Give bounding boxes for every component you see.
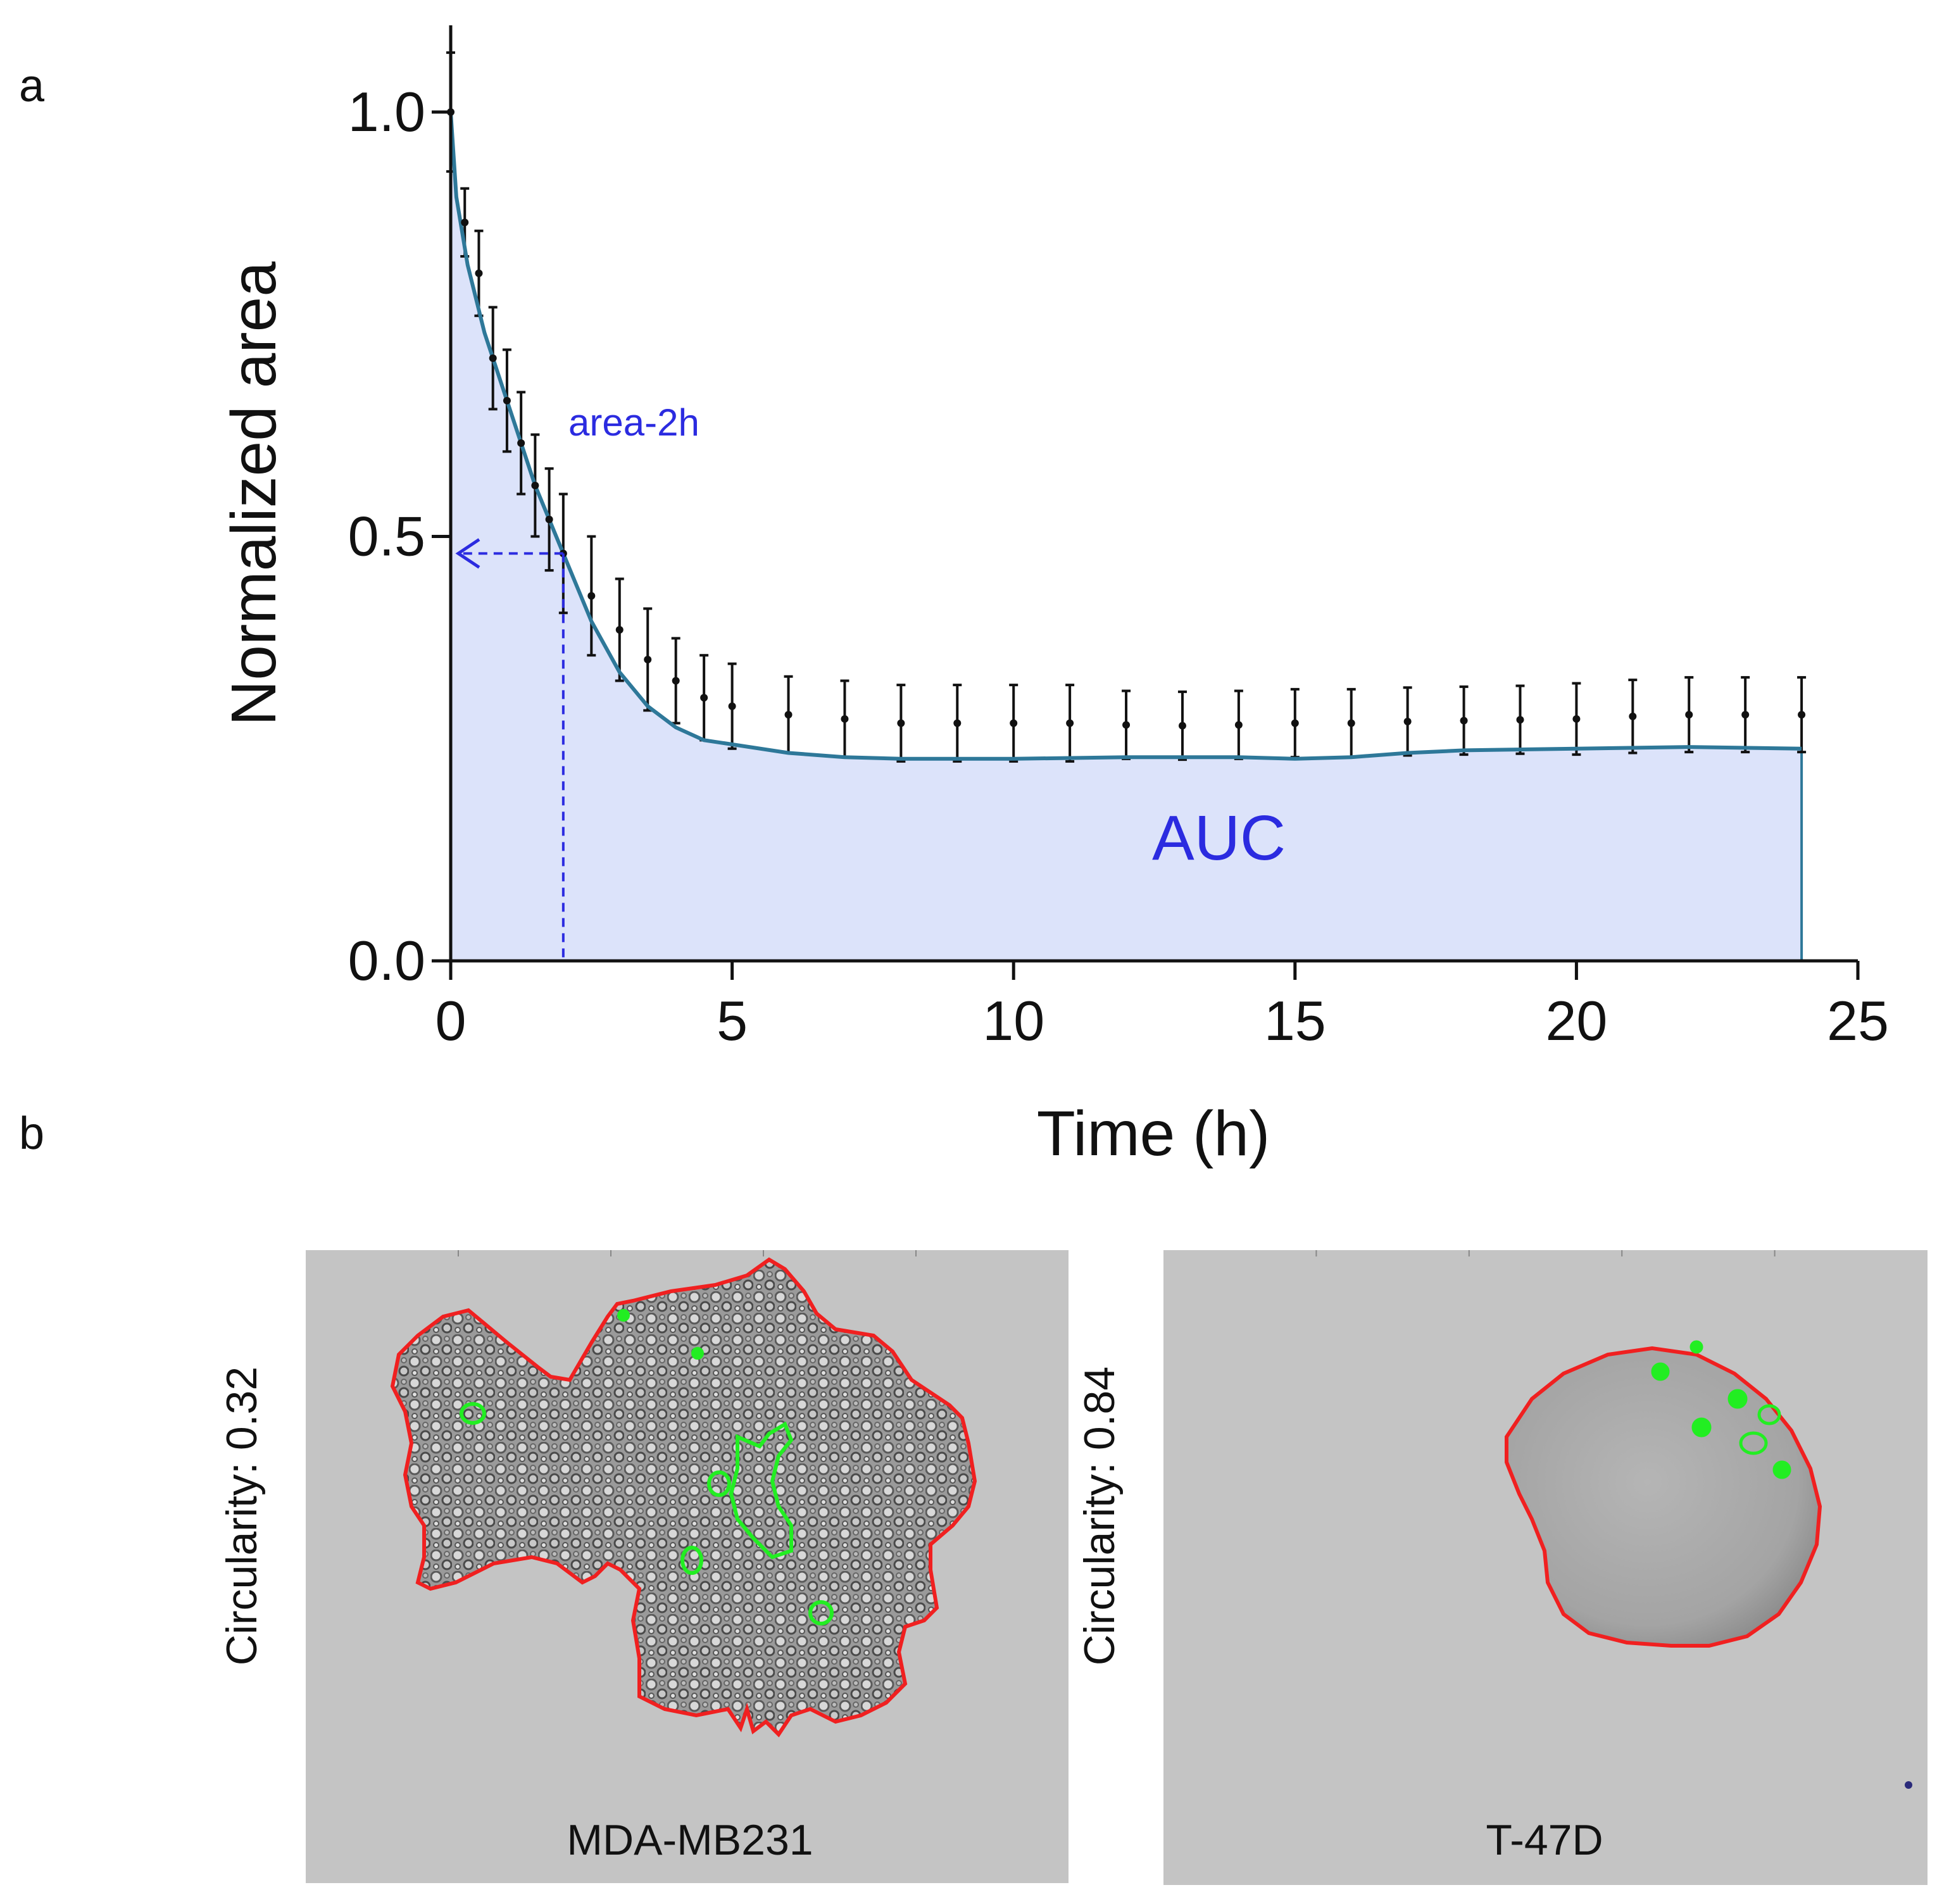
inner-contour (617, 1309, 630, 1322)
data-point (1460, 717, 1468, 725)
chart-panel-a: area-2h AUC 0 5 10 15 20 25 0.0 0.5 1.0 Time (h… (218, 25, 1889, 1169)
data-point (1741, 711, 1750, 719)
dark-speck (1905, 1781, 1912, 1789)
inner-contour (460, 1402, 486, 1425)
inner-contour (729, 1421, 794, 1560)
annotation-auc: AUC (1152, 803, 1286, 874)
data-point (1291, 719, 1299, 727)
data-point (475, 269, 483, 277)
data-point (1572, 715, 1581, 723)
data-point (1234, 721, 1243, 729)
image-label-mda-mb231: MDA-MB231 (567, 1816, 813, 1864)
inner-contours (460, 1309, 834, 1625)
circularity-label-mda-mb231: Circularity: 0.32 (218, 1367, 266, 1665)
x-tick-label: 25 (1827, 989, 1889, 1052)
data-point (1066, 719, 1074, 727)
data-point (1178, 722, 1186, 730)
data-point (784, 711, 793, 719)
data-point (1629, 712, 1637, 720)
x-axis-ticks: 0 5 10 15 20 25 (436, 961, 1889, 1052)
y-tick-label: 0.0 (348, 929, 425, 992)
inner-contours (1651, 1340, 1791, 1479)
data-point (1685, 711, 1693, 719)
inner-contour (808, 1600, 834, 1625)
data-point (1010, 719, 1018, 727)
panel-label-b: b (19, 1108, 44, 1159)
data-point (1347, 719, 1355, 727)
data-point (1122, 721, 1131, 729)
image-label-t-47d: T-47D (1486, 1816, 1603, 1864)
inner-contour (1739, 1431, 1768, 1455)
data-point (587, 592, 596, 600)
data-point (897, 719, 905, 727)
y-axis-label: Normalized area (218, 261, 289, 726)
inner-contour (707, 1470, 731, 1497)
x-tick-label: 20 (1545, 989, 1607, 1052)
circularity-label-t-47d: Circularity: 0.84 (1075, 1367, 1124, 1665)
inner-contour (1691, 1417, 1712, 1437)
cell-cluster-mda-mb231 (390, 1257, 977, 1738)
data-point (644, 655, 652, 663)
inner-contour (1727, 1389, 1748, 1409)
y-axis-ticks: 0.0 0.5 1.0 (348, 80, 451, 992)
data-point (461, 218, 469, 227)
micrograph-t-47d: T-47D (1163, 1250, 1928, 1885)
inner-contour (1772, 1460, 1791, 1479)
annotation-area-2h: area-2h (568, 401, 699, 444)
data-point (841, 715, 849, 723)
auc-fill-area (451, 112, 1802, 961)
data-point (728, 702, 736, 710)
y-tick-label: 1.0 (348, 80, 425, 143)
data-point (1516, 716, 1524, 724)
inner-contour (1651, 1362, 1670, 1381)
y-tick-label: 0.5 (348, 505, 425, 568)
data-point (672, 677, 680, 685)
x-axis-label: Time (h) (1037, 1098, 1270, 1169)
data-point (489, 354, 497, 362)
data-point (953, 719, 962, 727)
panel-label-a: a (19, 61, 45, 111)
inner-contour (1757, 1404, 1781, 1425)
x-tick-label: 5 (717, 989, 748, 1052)
data-point (615, 626, 624, 634)
x-tick-label: 15 (1264, 989, 1326, 1052)
data-point (1403, 717, 1412, 725)
cell-cluster-t-47d (1505, 1346, 1822, 1648)
data-point (545, 515, 553, 523)
data-points (447, 108, 1806, 730)
data-point (517, 439, 525, 447)
inner-contour (1689, 1340, 1703, 1354)
micrograph-mda-mb231: MDA-MB231 (306, 1250, 1069, 1883)
area-2h-arrowhead (455, 538, 480, 569)
data-point (531, 482, 539, 490)
fitted-curve (449, 111, 1802, 761)
inner-contour (691, 1347, 704, 1360)
inner-contour (680, 1546, 703, 1575)
data-point (700, 694, 708, 702)
data-point (503, 396, 511, 404)
x-tick-label: 10 (982, 989, 1044, 1052)
x-tick-label: 0 (436, 989, 467, 1052)
data-point (1798, 711, 1806, 719)
